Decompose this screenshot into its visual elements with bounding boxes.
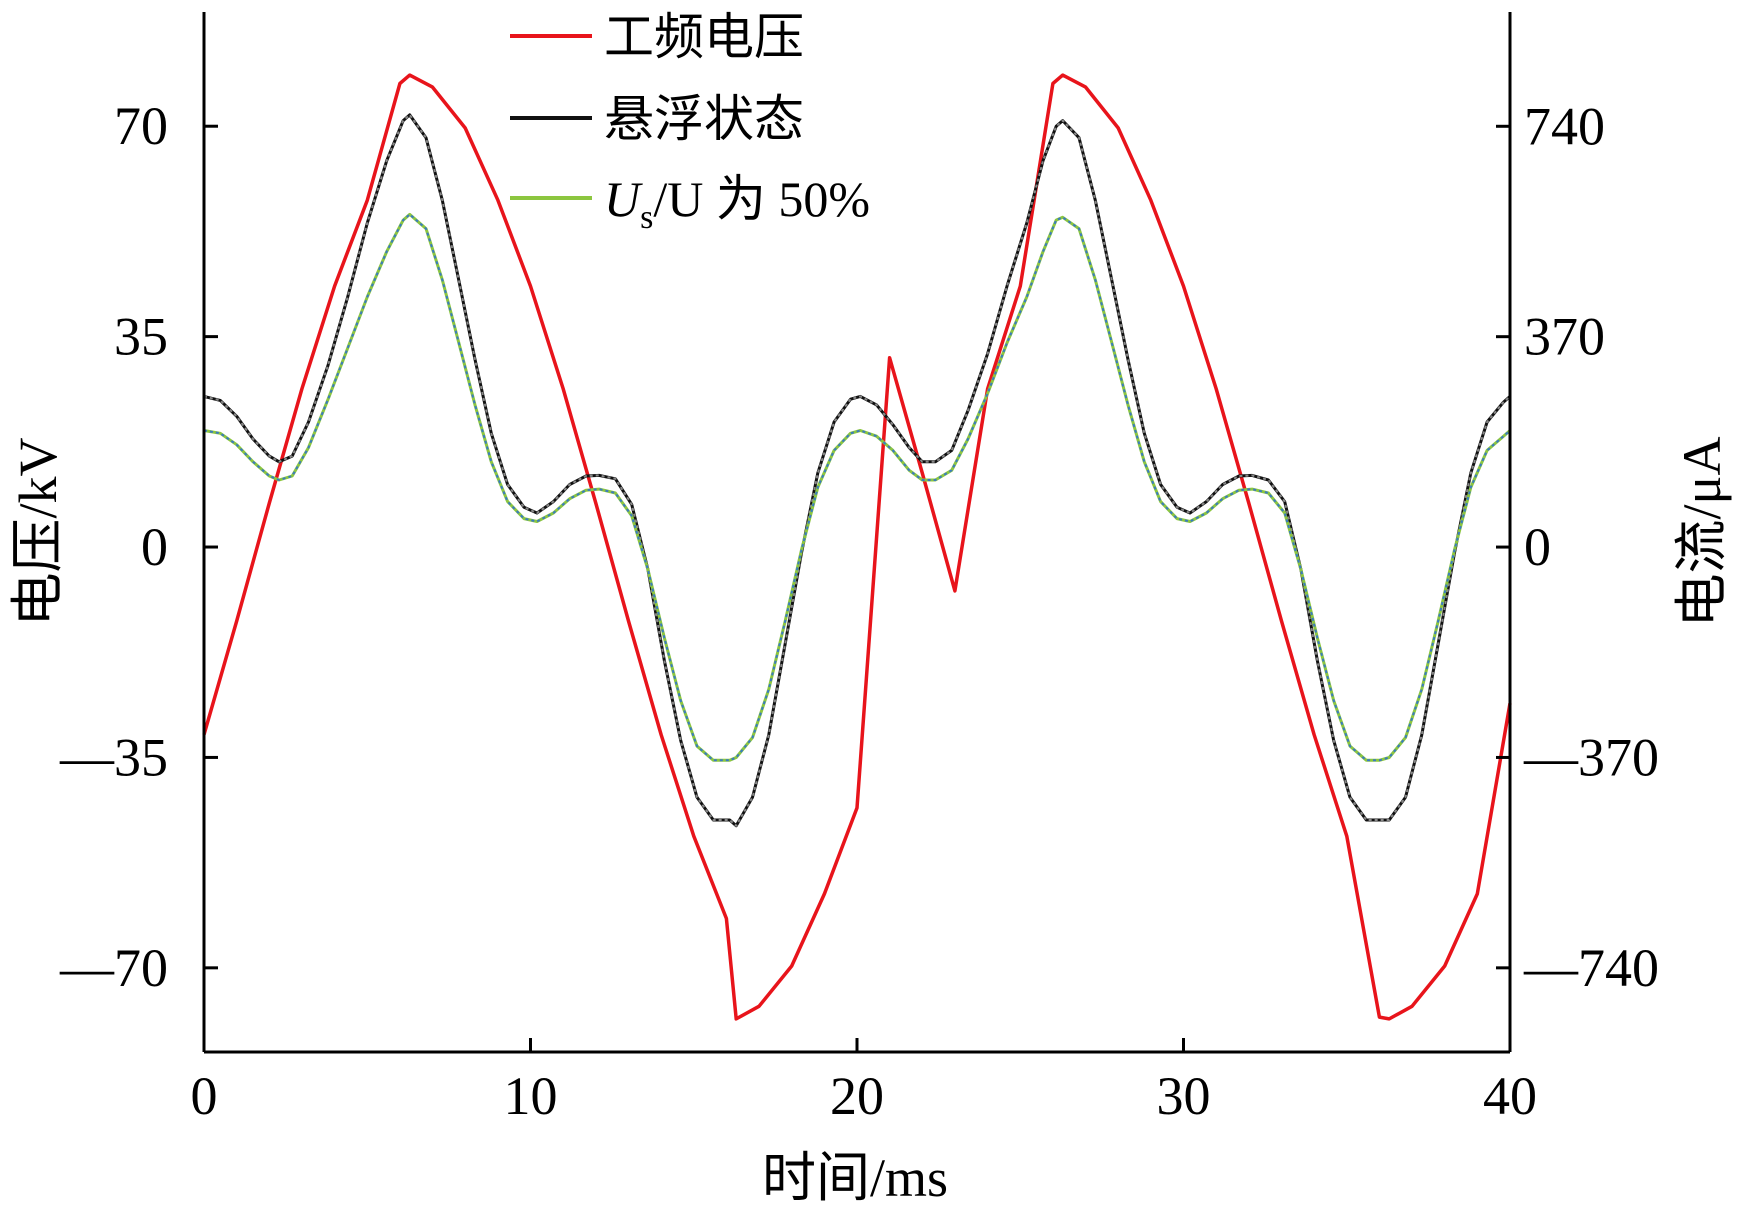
- y-tick-label: 35: [114, 307, 168, 367]
- y2-tick-label: 370: [1524, 307, 1605, 367]
- y-ticks: 70 35 0 —35 —70: [59, 96, 218, 998]
- x-axis-title: 时间/ms: [762, 1148, 948, 1208]
- series-line-us-ratio-50: [203, 212, 1511, 762]
- series-line-power-voltage: [202, 73, 1512, 1021]
- y-tick-label: —35: [59, 727, 168, 787]
- y2-tick-label: 740: [1524, 96, 1605, 156]
- plot-series: [202, 73, 1512, 1021]
- y2-tick-label: 0: [1524, 517, 1551, 577]
- legend-label-us-sub: s: [640, 199, 653, 236]
- x-tick-label: 0: [191, 1066, 218, 1126]
- y2-tick-label: —370: [1523, 727, 1659, 787]
- series-overlay-us-ratio-50: [203, 213, 1511, 762]
- y-tick-label: —70: [59, 938, 168, 998]
- legend-label-us-main: U: [604, 171, 643, 227]
- legend: 工频电压 悬浮状态 Us/U 为 50%: [510, 9, 870, 236]
- legend-label-us-rest: /U 为 50%: [653, 171, 870, 227]
- legend-label-power-voltage: 工频电压: [604, 9, 804, 65]
- y2-tick-label: —740: [1523, 938, 1659, 998]
- y2-axis-title: 电流/μA: [1672, 437, 1732, 628]
- x-tick-label: 40: [1483, 1066, 1537, 1126]
- y-axis-title: 电压/kV: [8, 437, 68, 626]
- legend-label-us-ratio: Us/U 为 50%: [604, 171, 870, 236]
- axes: [202, 12, 1512, 1054]
- x-tick-label: 20: [830, 1066, 884, 1126]
- x-ticks: 0 10 20 30 40: [191, 1038, 1537, 1126]
- y-tick-label: 70: [114, 96, 168, 156]
- y-tick-label: 0: [141, 517, 168, 577]
- x-tick-label: 30: [1157, 1066, 1211, 1126]
- legend-label-floating: 悬浮状态: [604, 91, 804, 147]
- x-tick-label: 10: [504, 1066, 558, 1126]
- y2-ticks: 740 370 0 —370 —740: [1496, 96, 1659, 998]
